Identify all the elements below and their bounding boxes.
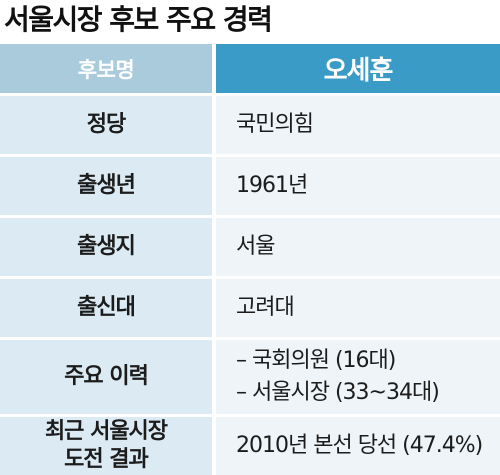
header-label: 후보명 bbox=[0, 44, 212, 93]
row-value-recent-result: 2010년 본선 당선 (47.4%) bbox=[216, 417, 500, 475]
row-divider bbox=[0, 93, 500, 96]
row-value-career: – 국회의원 (16대) – 서울시장 (33~34대) bbox=[216, 340, 500, 414]
column-divider bbox=[212, 96, 216, 154]
label-line: 최근 서울시장 bbox=[44, 419, 168, 444]
row-divider bbox=[0, 337, 500, 340]
career-item: – 서울시장 (33~34대) bbox=[236, 380, 440, 405]
row-divider bbox=[0, 276, 500, 279]
row-value-university: 고려대 bbox=[216, 279, 500, 337]
row-divider bbox=[0, 215, 500, 218]
column-divider bbox=[212, 417, 216, 475]
candidate-name: 오세훈 bbox=[216, 44, 500, 93]
column-divider bbox=[212, 157, 216, 215]
row-value-birthplace: 서울 bbox=[216, 218, 500, 276]
row-divider bbox=[0, 154, 500, 157]
row-label-party: 정당 bbox=[0, 96, 212, 154]
row-label-career: 주요 이력 bbox=[0, 340, 212, 414]
row-divider bbox=[0, 414, 500, 417]
column-divider bbox=[212, 44, 216, 93]
row-label-recent-result: 최근 서울시장 도전 결과 bbox=[0, 417, 212, 475]
row-label-university: 출신대 bbox=[0, 279, 212, 337]
career-item: – 국회의원 (16대) bbox=[236, 348, 396, 373]
label-lines: 최근 서울시장 도전 결과 bbox=[44, 418, 168, 474]
row-value-birth-year: 1961년 bbox=[216, 157, 500, 215]
column-divider bbox=[212, 279, 216, 337]
page-title: 서울시장 후보 주요 경력 bbox=[4, 3, 273, 36]
label-line: 도전 결과 bbox=[64, 447, 149, 472]
row-label-birth-year: 출생년 bbox=[0, 157, 212, 215]
column-divider bbox=[212, 340, 216, 414]
row-value-party: 국민의힘 bbox=[216, 96, 500, 154]
career-list: – 국회의원 (16대) – 서울시장 (33~34대) bbox=[236, 345, 440, 409]
row-label-birthplace: 출생지 bbox=[0, 218, 212, 276]
column-divider bbox=[212, 218, 216, 276]
career-table: 후보명 오세훈 정당 국민의힘 출생년 1961년 출생지 서울 출신대 고려대… bbox=[0, 44, 500, 475]
